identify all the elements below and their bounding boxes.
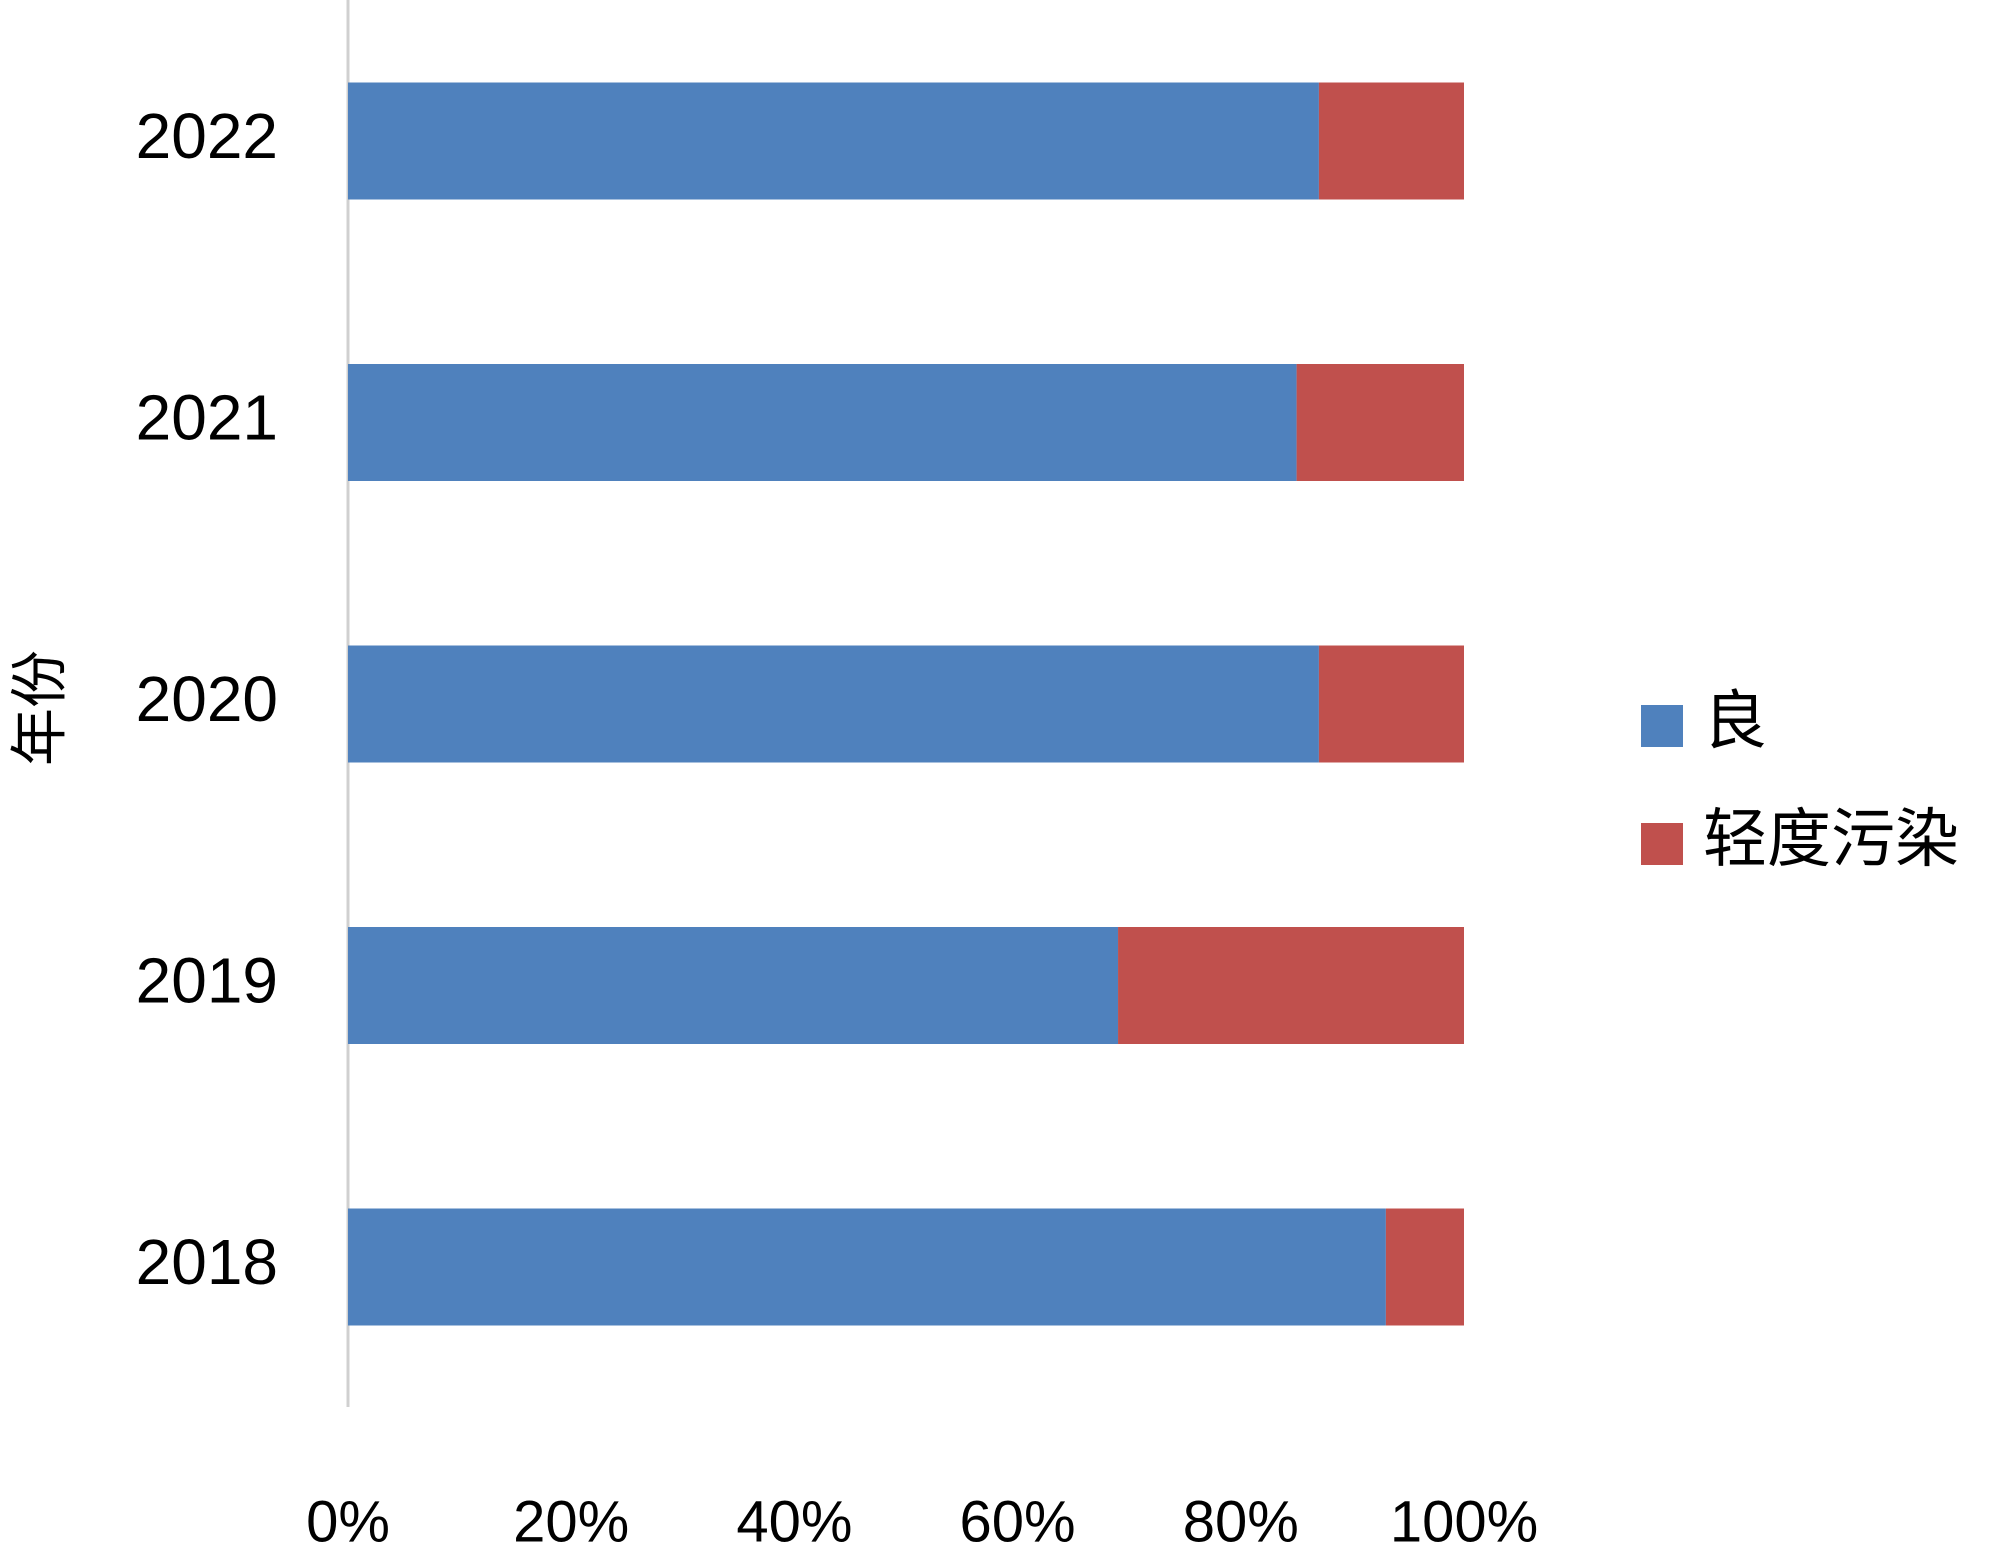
y-axis-label: 年份 [7,650,72,766]
y-tick-label: 2019 [136,944,278,1016]
y-tick-label: 2018 [136,1226,278,1298]
bar-segment [348,364,1297,481]
legend-swatch [1641,705,1683,747]
x-tick-label: 60% [960,1489,1076,1552]
bar-segment [1318,82,1464,200]
legend-label: 轻度污染 [1703,803,1959,875]
y-tick-label: 2022 [136,100,278,172]
x-tick-label: 20% [513,1489,629,1552]
bar-segment [1318,645,1464,763]
x-tick-label: 0% [306,1489,390,1552]
bar-segment [348,82,1319,200]
y-tick-label: 2020 [136,663,278,735]
y-tick-label: 2021 [136,381,278,453]
bar-segment [1385,1208,1464,1326]
legend-swatch [1641,823,1683,865]
bar-segment [1296,364,1464,481]
legend-label: 良 [1703,685,1767,757]
x-tick-label: 40% [736,1489,852,1552]
bar-segment [348,645,1319,763]
x-tick-label: 80% [1183,1489,1299,1552]
bar-segment [348,1208,1386,1326]
bar-segment [1118,927,1464,1044]
bar-segment [348,927,1119,1044]
x-tick-label: 100% [1390,1489,1538,1552]
